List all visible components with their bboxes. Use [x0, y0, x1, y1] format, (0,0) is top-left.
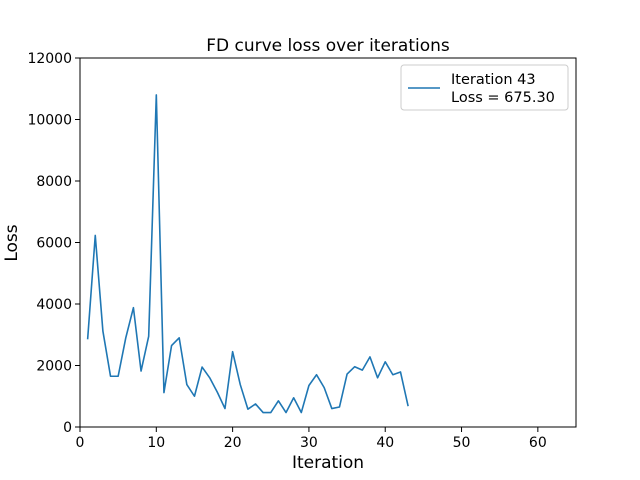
data-point: [216, 391, 218, 393]
y-tick-label: 2000: [36, 359, 72, 375]
data-point: [117, 375, 119, 377]
data-point: [155, 94, 157, 96]
data-point: [170, 344, 172, 346]
x-axis-label: Iteration: [292, 453, 364, 473]
data-point: [376, 377, 378, 379]
legend-entry-line1: Iteration 43: [451, 72, 536, 88]
legend: Iteration 43 Loss = 675.30: [400, 64, 569, 111]
data-point: [262, 411, 264, 413]
y-tick-label: 0: [63, 420, 72, 436]
data-point: [86, 338, 88, 340]
plot-area: [79, 57, 577, 428]
data-point: [102, 330, 104, 332]
y-axis: 0 2000 4000 6000 8000 10000 12000: [27, 51, 80, 436]
y-tick-label: 10000: [27, 113, 72, 129]
data-point: [308, 384, 310, 386]
data-point: [163, 391, 165, 393]
data-point: [125, 337, 127, 339]
data-point: [178, 337, 180, 339]
x-axis: 0 10 20 30 40 50 60: [76, 427, 547, 451]
data-point: [323, 386, 325, 388]
data-point: [132, 306, 134, 308]
data-point: [239, 383, 241, 385]
data-point: [285, 411, 287, 413]
data-point: [300, 411, 302, 413]
data-point: [140, 370, 142, 372]
legend-entry-line2: Loss = 675.30: [451, 90, 555, 106]
y-tick-label: 6000: [36, 236, 72, 252]
data-point: [254, 403, 256, 405]
data-point: [247, 408, 249, 410]
data-point: [147, 335, 149, 337]
data-point: [277, 400, 279, 402]
y-tick-label: 8000: [36, 174, 72, 190]
data-point: [346, 373, 348, 375]
x-tick-label: 30: [300, 435, 318, 451]
x-tick-label: 20: [224, 435, 242, 451]
data-point: [392, 374, 394, 376]
data-point: [354, 366, 356, 368]
x-tick-label: 50: [453, 435, 471, 451]
y-tick-label: 12000: [27, 51, 72, 67]
data-point: [338, 406, 340, 408]
axes-frame: [79, 57, 577, 428]
data-point: [270, 411, 272, 413]
x-tick-label: 40: [376, 435, 394, 451]
data-point: [201, 366, 203, 368]
data-point: [186, 383, 188, 385]
data-point: [193, 395, 195, 397]
legend-box: [400, 64, 569, 111]
data-point: [384, 361, 386, 363]
data-point: [292, 397, 294, 399]
data-point: [407, 405, 409, 407]
chart-title: FD curve loss over iterations: [206, 36, 450, 56]
data-point: [209, 377, 211, 379]
data-point: [109, 375, 111, 377]
series-line-0: [86, 94, 409, 414]
y-axis-label: Loss: [2, 224, 22, 261]
data-point: [94, 234, 96, 236]
data-point: [224, 407, 226, 409]
data-point: [231, 350, 233, 352]
data-point: [399, 371, 401, 373]
data-point: [331, 407, 333, 409]
y-tick-label: 4000: [36, 297, 72, 313]
x-tick-label: 0: [76, 435, 85, 451]
x-tick-label: 60: [529, 435, 547, 451]
data-point: [369, 356, 371, 358]
data-point: [315, 374, 317, 376]
data-point: [361, 369, 363, 371]
x-tick-label: 10: [147, 435, 165, 451]
